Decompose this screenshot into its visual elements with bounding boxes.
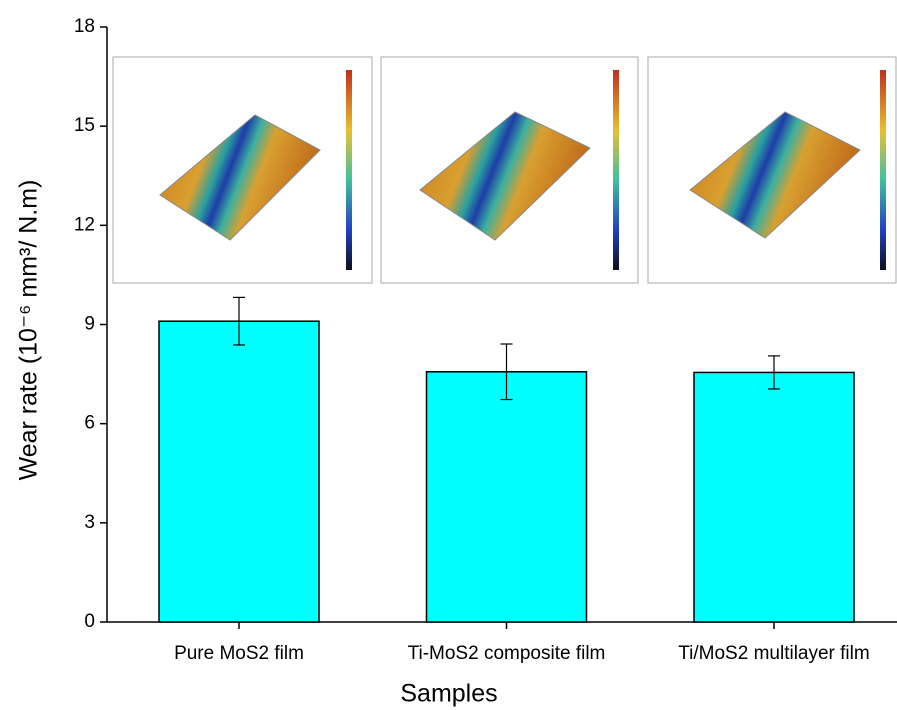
- inset-image: [380, 56, 639, 284]
- insets: [112, 56, 897, 284]
- y-tick-label: 3: [84, 512, 95, 533]
- error-bar: [233, 296, 245, 346]
- y-tick-label: 6: [84, 413, 95, 434]
- x-axis-title: Samples: [400, 680, 497, 708]
- y-tick-label: 0: [84, 611, 95, 632]
- y-axis-title: Wear rate (10⁻⁶ mm³/ N.m): [15, 180, 43, 481]
- y-tick-label: 15: [74, 115, 95, 136]
- inset-image: [112, 56, 373, 284]
- inset-image: [647, 56, 897, 284]
- y-tick-label: 18: [74, 16, 95, 37]
- x-tick-label: Ti/MoS2 multilayer film: [678, 643, 869, 664]
- error-bar: [500, 343, 513, 401]
- x-tick-label: Ti-MoS2 composite film: [408, 643, 606, 664]
- x-tick-label: Pure MoS2 film: [174, 643, 304, 664]
- error-bar: [768, 355, 780, 390]
- y-tick-label: 12: [74, 214, 95, 235]
- bar: [693, 371, 855, 623]
- y-tick-label: 9: [84, 314, 95, 335]
- bar: [158, 320, 320, 623]
- bar: [425, 371, 588, 623]
